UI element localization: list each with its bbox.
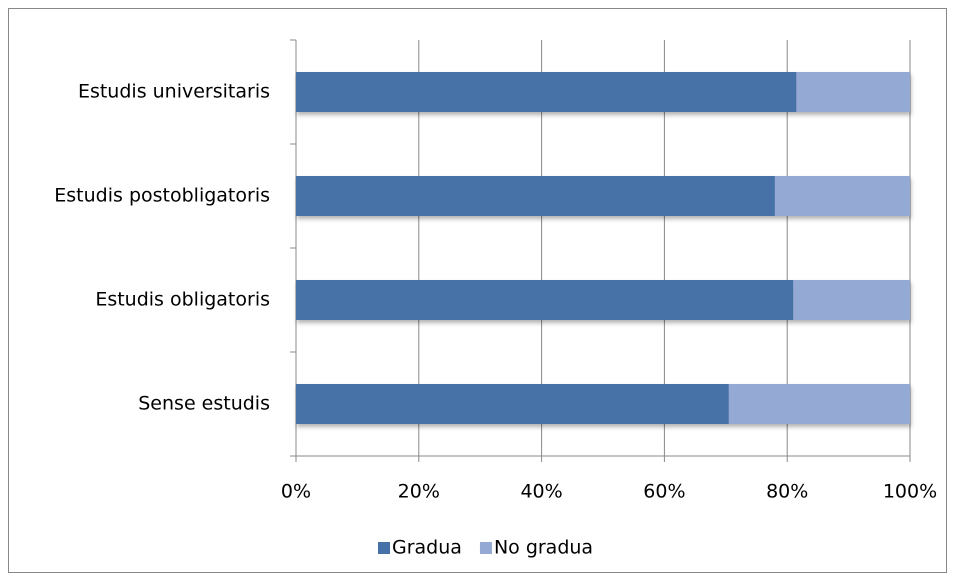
x-tick-label: 40% (520, 481, 562, 503)
bar-group (296, 280, 910, 320)
bar-group (296, 384, 910, 424)
y-tick-label: Estudis universitaris (78, 81, 270, 103)
legend-swatch (378, 542, 390, 554)
bar (296, 280, 794, 320)
legend-label: Gradua (392, 537, 462, 559)
y-tick-label: Sense estudis (138, 393, 270, 415)
y-tick-label: Estudis postobligatoris (54, 185, 270, 207)
bar-group (296, 176, 910, 216)
x-tick-label: 60% (643, 481, 685, 503)
x-tick-label: 0% (281, 481, 311, 503)
bar-group (296, 72, 910, 112)
x-tick-label: 100% (883, 481, 937, 503)
x-tick-label: 80% (766, 481, 808, 503)
x-tick-label: 20% (398, 481, 440, 503)
bar (774, 176, 910, 216)
bar (296, 72, 797, 112)
y-tick-label: Estudis obligatoris (95, 289, 270, 311)
legend-swatch (479, 542, 492, 554)
legend-label: No gradua (494, 537, 593, 559)
bar (793, 280, 910, 320)
bar (296, 384, 729, 424)
bar (296, 176, 775, 216)
bar (796, 72, 910, 112)
bar (728, 384, 910, 424)
